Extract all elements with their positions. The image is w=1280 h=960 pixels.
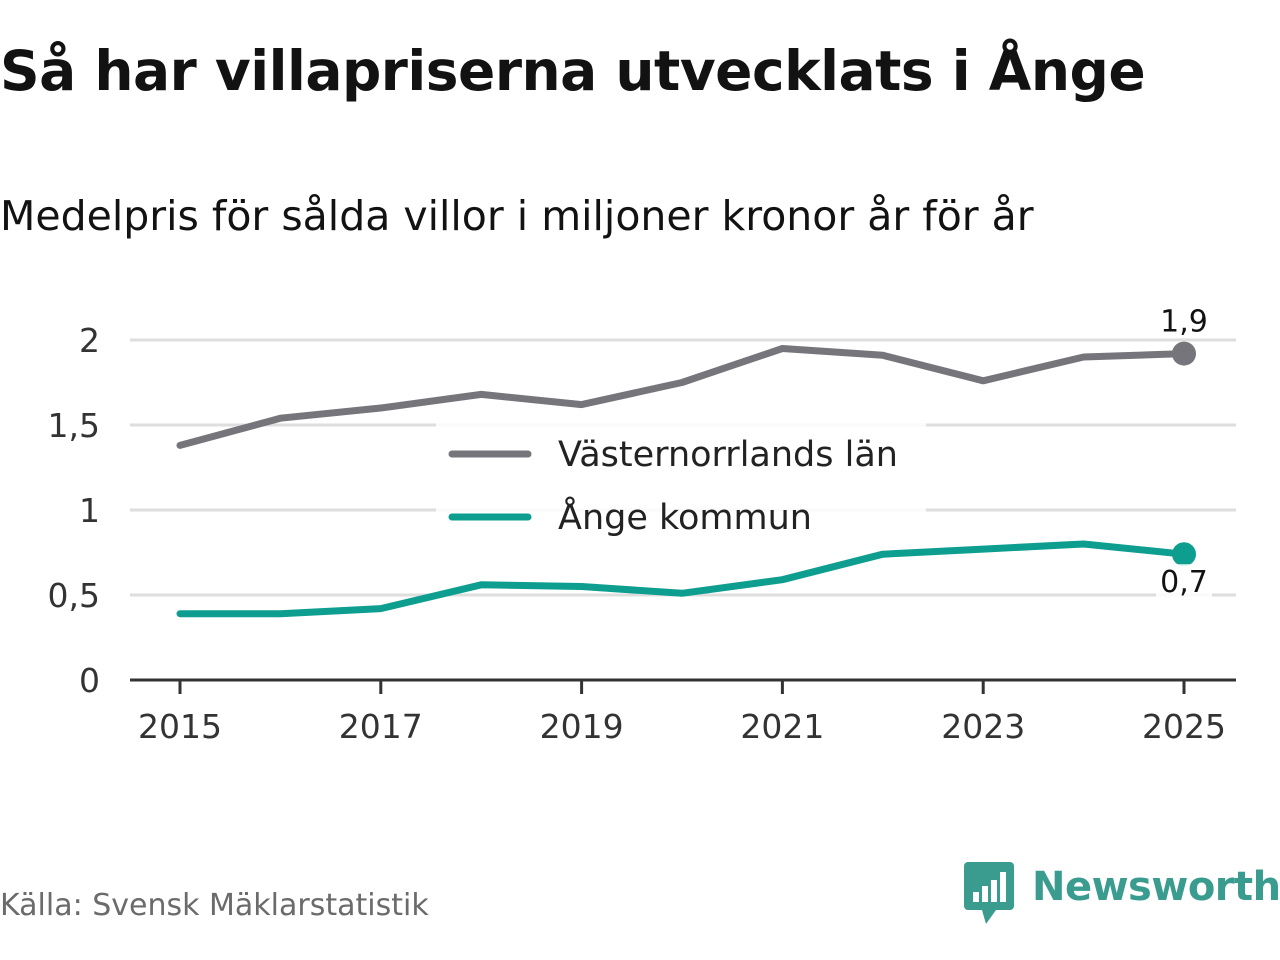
x-tick-label: 2019 — [540, 707, 624, 746]
x-tick-label: 2025 — [1142, 707, 1226, 746]
source-note: Källa: Svensk Mäklarstatistik — [0, 888, 429, 923]
series-line-vasternorrland — [176, 345, 1188, 449]
y-tick-label: 0 — [79, 661, 100, 700]
legend-label: Västernorrlands län — [558, 435, 898, 475]
y-tick-label: 1 — [79, 491, 100, 530]
series-line-ange — [176, 540, 1188, 618]
legend-label: Ånge kommun — [558, 495, 812, 538]
end-label-bg — [1156, 564, 1212, 601]
x-tick-label: 2017 — [339, 707, 423, 746]
x-axis: 2015 2017 2019 2021 2023 2025 — [130, 678, 1236, 746]
newsworthy-logo-icon — [964, 862, 1014, 924]
legend: Västernorrlands län Ånge kommun — [436, 420, 926, 548]
series-lines — [176, 341, 1196, 618]
chart-subtitle: Medelpris för sålda villor i miljoner kr… — [0, 192, 1034, 240]
chart-title: Så har villapriserna utvecklats i Ånge — [0, 39, 1146, 103]
x-tick-label: 2021 — [740, 707, 824, 746]
end-label: 0,7 — [1160, 565, 1208, 600]
y-tick-label: 0,5 — [48, 576, 100, 615]
legend-background — [436, 420, 926, 548]
end-label: 1,9 — [1160, 305, 1208, 340]
end-labels: 1,9 0,7 — [1156, 305, 1212, 601]
x-tick-label: 2023 — [941, 707, 1025, 746]
y-axis-ticks: 0 0,5 1 1,5 2 — [48, 321, 100, 700]
line-chart: 0 0,5 1 1,5 2 2015 2017 2019 2021 2023 2025 Väste… — [48, 305, 1236, 746]
end-point-marker — [1172, 542, 1196, 567]
brand-name: Newsworthy — [1032, 864, 1280, 910]
y-tick-label: 2 — [79, 321, 100, 360]
brand-logo: Newsworthy — [964, 862, 1280, 926]
end-point-marker — [1172, 341, 1196, 366]
y-tick-label: 1,5 — [48, 406, 100, 445]
x-tick-label: 2015 — [138, 707, 222, 746]
